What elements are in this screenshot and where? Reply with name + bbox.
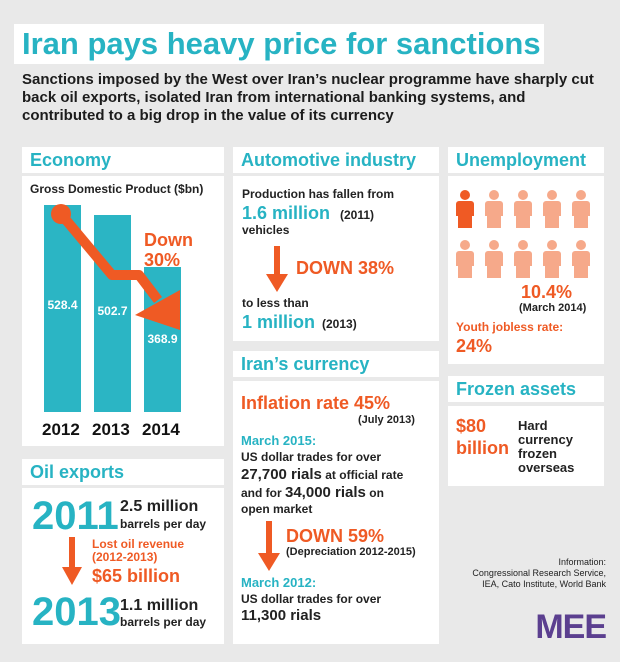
intro-text: Sanctions imposed by the West over Iran’… [22,71,594,124]
currency-2015-line4: open market [241,502,313,516]
person-icon [571,190,591,228]
currency-depreciation: (Depreciation 2012-2015) [286,546,416,558]
market-rate-suffix: on [365,486,384,500]
person-icon [484,190,504,228]
gdp-bar-2012: 528.4 [44,205,81,412]
gdp-callout-pct: 30% [144,250,181,270]
source-line-1: Congressional Research Service, [472,568,606,578]
currency-2015-line2: 27,700 rials at official rate [241,466,403,483]
person-icon [571,240,591,278]
gdp-value-2012: 528.4 [47,298,78,312]
oil-unit-2011: barrels per day [120,517,207,531]
auto-intro: Production has fallen from [242,187,395,201]
currency-2012-line2: 11,300 rials [241,607,322,624]
person-icon [513,240,533,278]
currency-down-arrow-icon [258,521,280,571]
oil-unit-2013: barrels per day [120,615,207,629]
oil-down-arrow-icon [62,537,82,585]
official-rate-value: 27,700 rials [241,466,322,483]
oil-lost-period: (2012-2013) [92,550,158,564]
gdp-year-2013: 2013 [92,420,130,439]
person-icon [542,190,562,228]
market-rate-value: 34,000 rials [285,484,366,501]
oil-lost-value: $65 billion [92,566,181,586]
unemployment-people-grid [455,190,600,280]
oil-amount-2011: 2.5 million [120,498,199,515]
auto-value-2013: 1 million [242,312,316,332]
inflation-rate: Inflation rate 45% [241,393,391,413]
source-line-2: IEA, Cato Institute, World Bank [482,579,606,589]
oil-amount-2013: 1.1 million [120,597,199,614]
auto-unit: vehicles [242,223,290,237]
currency-date-2012: March 2012: [241,575,317,590]
unemployment-header: Unemployment [448,147,604,173]
person-icon [513,190,533,228]
gdp-bar-2013: 502.7 [94,215,131,412]
currency-panel [233,381,439,644]
frozen-desc-1: Hard [518,418,548,433]
oil-lost-label: Lost oil revenue [92,537,185,551]
currency-2012-line1: US dollar trades for over [241,592,382,606]
frozen-amount-unit: billion [456,438,509,458]
frozen-amount: $80 [456,416,487,436]
gdp-year-2014: 2014 [142,420,180,439]
frozen-header: Frozen assets [448,376,604,402]
person-icon [455,240,475,278]
person-icon [455,190,475,228]
decline-arrow-icon [51,204,180,330]
gdp-value-2013: 502.7 [97,304,128,318]
gdp-year-2012: 2012 [42,420,80,439]
auto-down-arrow-icon [266,246,288,292]
auto-value-2011: 1.6 million [242,203,331,223]
inflation-date: (July 2013) [358,414,415,426]
oil-panel [22,488,224,644]
person-icon [484,240,504,278]
economy-header: Economy [22,147,224,173]
frozen-panel [448,406,604,486]
gdp-value-2014: 368.9 [147,332,178,346]
auto-less-than: to less than [242,296,309,310]
frozen-desc-3: frozen [518,446,557,461]
source-label: Information: [558,557,606,567]
youth-rate-value: 24% [456,336,493,356]
currency-date-2015: March 2015: [241,433,317,448]
currency-drop: DOWN 59% [286,526,385,546]
official-rate-label: at official rate [321,468,404,482]
auto-header: Automotive industry [233,147,439,173]
currency-2015-line3: and for 34,000 rials on [241,484,384,501]
page-title: Iran pays heavy price for sanctions [14,24,544,64]
person-icon [542,240,562,278]
auto-panel [233,176,439,341]
currency-2015-line1: US dollar trades for over [241,450,382,464]
mee-logo: MEE [535,608,607,646]
source-credit: Information: Congressional Research Serv… [450,557,606,590]
currency-header: Iran’s currency [233,351,439,377]
gdp-callout-down: Down [144,230,193,250]
frozen-desc-4: overseas [518,460,575,475]
oil-header: Oil exports [22,459,224,485]
auto-drop: DOWN 38% [296,258,395,278]
unemployment-rate-date: (March 2014) [519,302,587,314]
youth-rate-label: Youth jobless rate: [456,320,564,334]
frozen-desc-2: currency [518,432,573,447]
auto-year-2011: (2011) [340,208,375,222]
market-rate-prefix: and for [241,486,285,500]
unemployment-rate: 10.4% [521,282,573,302]
oil-year-2011: 2011 [32,494,119,538]
auto-year-2013: (2013) [322,317,357,331]
gdp-chart-label: Gross Domestic Product ($bn) [30,182,204,196]
oil-year-2013: 2013 [32,590,121,634]
